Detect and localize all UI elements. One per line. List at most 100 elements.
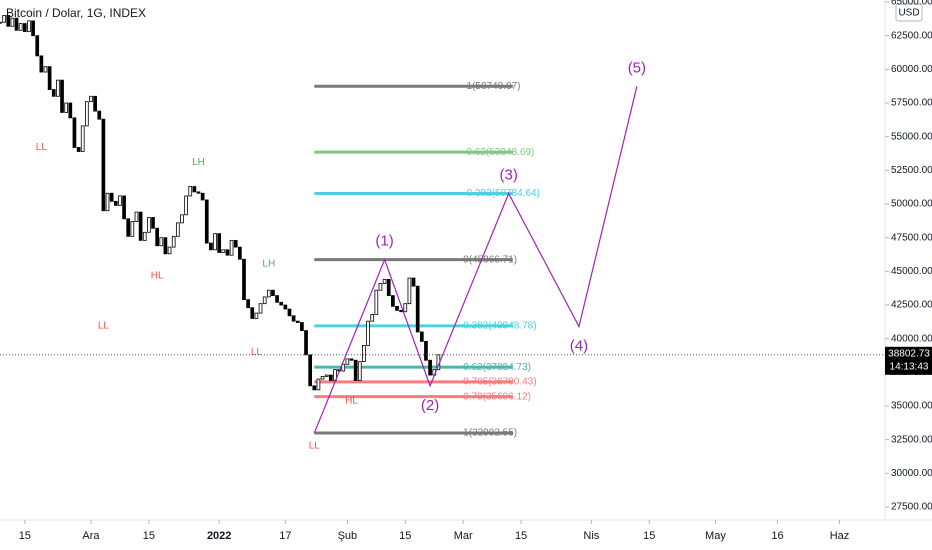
candle — [399, 309, 403, 313]
candle — [167, 246, 172, 255]
candle — [138, 211, 143, 241]
candle — [395, 305, 399, 311]
pivot-label: LL — [36, 142, 48, 153]
candle — [60, 79, 64, 113]
candle — [304, 330, 308, 356]
y-tick-label: 57500.00 — [891, 98, 932, 109]
candle — [56, 79, 60, 97]
x-tick-label: Ara — [82, 530, 100, 542]
candle — [204, 199, 209, 244]
candle — [192, 186, 197, 193]
candle — [35, 35, 40, 57]
candle — [295, 320, 300, 323]
candle — [130, 221, 135, 237]
wave-label: (3) — [499, 166, 517, 183]
candle — [2, 15, 6, 23]
candle — [217, 233, 222, 253]
candle — [209, 242, 213, 251]
candle — [196, 191, 201, 194]
candle — [353, 359, 358, 381]
candle — [382, 279, 387, 284]
candle — [238, 246, 242, 260]
candle — [200, 192, 205, 201]
y-tick-label: 27500.00 — [891, 502, 932, 513]
candle — [229, 239, 234, 256]
y-tick-label: 30000.00 — [891, 468, 932, 479]
candle — [118, 195, 122, 206]
candle — [258, 303, 263, 314]
candle — [89, 95, 93, 103]
candle — [349, 358, 354, 361]
y-tick-label: 32500.00 — [891, 434, 932, 445]
candle — [101, 118, 106, 212]
y-tick-label: 45000.00 — [891, 266, 932, 277]
candle — [31, 20, 35, 37]
candle — [415, 285, 420, 333]
currency: USD — [898, 8, 919, 19]
candle — [180, 214, 184, 224]
candle — [362, 345, 366, 362]
candle — [159, 237, 164, 247]
candle — [0, 21, 2, 24]
candle — [14, 17, 19, 31]
candle — [291, 315, 296, 322]
candle — [333, 369, 337, 381]
candle — [279, 301, 284, 306]
candle — [72, 117, 77, 148]
candle — [419, 331, 424, 342]
candle — [47, 66, 52, 90]
candle — [126, 218, 131, 237]
fib-label: 0.79(35696.12) — [463, 391, 531, 402]
x-tick-label: Mar — [454, 530, 473, 542]
candle — [175, 222, 180, 237]
currency-box[interactable] — [895, 3, 923, 22]
wave-line — [313, 86, 638, 434]
x-tick-label: 15 — [19, 530, 31, 542]
candle — [328, 374, 333, 381]
candle — [391, 295, 395, 307]
candle — [316, 378, 321, 391]
pivot-label: LH — [192, 157, 205, 168]
wave-label: (5) — [628, 59, 646, 76]
x-tick-label: 15 — [643, 530, 655, 542]
pivot-label: LL — [98, 321, 110, 332]
candle — [27, 20, 31, 33]
candle — [155, 227, 159, 247]
y-tick-label: 35000.00 — [891, 401, 932, 412]
candle — [6, 15, 11, 27]
candle — [39, 55, 44, 73]
candle — [424, 340, 428, 361]
candle — [341, 363, 346, 372]
candle — [271, 289, 275, 296]
candle — [312, 385, 317, 391]
candle — [308, 354, 313, 387]
candle — [113, 200, 118, 206]
candle — [76, 147, 81, 152]
chart-title: Bitcoin / Dolar, 1G, INDEX — [6, 6, 146, 20]
candle — [64, 102, 69, 113]
candle — [163, 237, 168, 255]
candle — [357, 361, 362, 381]
candle — [134, 211, 139, 222]
candle — [151, 217, 155, 229]
candle — [254, 312, 259, 319]
wave-label: (2) — [421, 397, 439, 414]
pivot-label: LH — [262, 259, 275, 270]
candle — [225, 249, 230, 256]
pivot-label: LL — [309, 441, 321, 452]
candle — [283, 304, 288, 310]
candle — [22, 23, 27, 33]
x-tick-label: 16 — [771, 530, 783, 542]
x-tick-label: 2022 — [207, 530, 231, 542]
wave-label: (4) — [570, 338, 588, 355]
x-tick-label: Nis — [583, 530, 599, 542]
candle — [320, 375, 325, 380]
x-tick-label: 15 — [399, 530, 411, 542]
candle — [10, 17, 15, 27]
candle — [378, 283, 383, 291]
y-tick-label: 52500.00 — [891, 165, 932, 176]
x-tick-label: 15 — [515, 530, 527, 542]
fib-label: 0.382(40948.78) — [463, 321, 536, 332]
